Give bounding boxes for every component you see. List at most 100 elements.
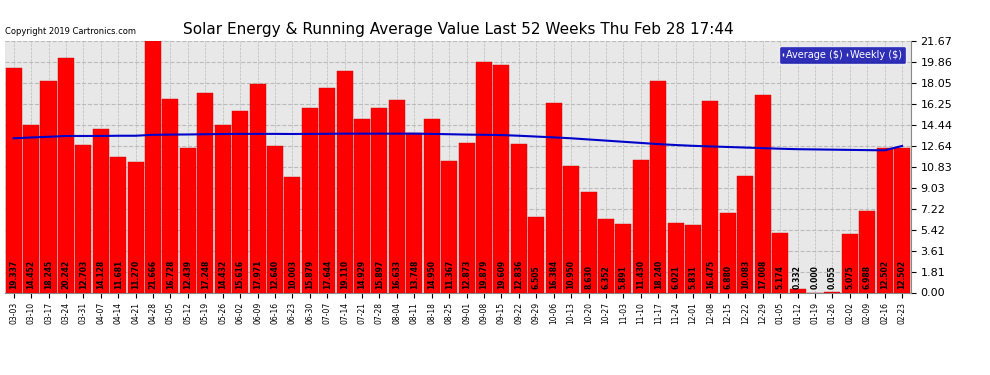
Bar	[616, 224, 632, 292]
Text: 6.988: 6.988	[862, 265, 872, 289]
Bar	[563, 165, 579, 292]
Bar	[511, 144, 527, 292]
Text: 6.505: 6.505	[532, 266, 541, 289]
Bar	[877, 147, 893, 292]
Text: 11.367: 11.367	[445, 260, 453, 289]
Text: 6.021: 6.021	[671, 265, 680, 289]
Bar	[859, 211, 875, 292]
Bar	[529, 217, 545, 292]
Text: 5.891: 5.891	[619, 265, 628, 289]
Bar	[598, 219, 614, 292]
Bar	[337, 71, 352, 292]
Text: 18.240: 18.240	[653, 260, 662, 289]
Text: 17.644: 17.644	[323, 260, 332, 289]
Bar	[180, 148, 196, 292]
Bar	[23, 125, 39, 292]
Bar	[128, 162, 144, 292]
Bar	[389, 100, 405, 292]
Bar	[842, 234, 858, 292]
Text: 14.432: 14.432	[218, 260, 227, 289]
Text: 11.681: 11.681	[114, 260, 123, 289]
Bar	[476, 62, 492, 292]
Bar	[424, 119, 440, 292]
Text: 5.174: 5.174	[775, 265, 785, 289]
Bar	[442, 161, 457, 292]
Text: 19.337: 19.337	[9, 260, 18, 289]
Text: 13.748: 13.748	[410, 260, 419, 289]
Text: 14.128: 14.128	[96, 260, 105, 289]
Text: 12.640: 12.640	[270, 260, 279, 289]
Text: 16.384: 16.384	[549, 260, 558, 289]
Bar	[302, 108, 318, 292]
Bar	[319, 88, 336, 292]
Text: 19.110: 19.110	[341, 260, 349, 289]
Bar	[6, 68, 22, 292]
Bar	[633, 160, 648, 292]
Text: 20.242: 20.242	[61, 260, 70, 289]
Text: 16.633: 16.633	[392, 260, 401, 289]
Legend: Average ($), Weekly ($): Average ($), Weekly ($)	[779, 46, 906, 64]
Text: 12.703: 12.703	[79, 260, 88, 289]
Text: 5.075: 5.075	[845, 265, 854, 289]
Text: 6.352: 6.352	[602, 265, 611, 289]
Text: 19.879: 19.879	[479, 260, 488, 289]
Text: 21.666: 21.666	[148, 260, 157, 289]
Text: 12.836: 12.836	[515, 260, 524, 289]
Text: 17.971: 17.971	[253, 260, 262, 289]
Bar	[75, 145, 91, 292]
Text: 14.452: 14.452	[27, 260, 36, 289]
Bar	[685, 225, 701, 292]
Bar	[371, 108, 387, 292]
Text: 15.616: 15.616	[236, 260, 245, 289]
Text: 15.897: 15.897	[375, 260, 384, 289]
Bar	[93, 129, 109, 292]
Bar	[650, 81, 666, 292]
Text: 6.880: 6.880	[724, 265, 733, 289]
Text: 16.475: 16.475	[706, 260, 715, 289]
Text: 14.950: 14.950	[428, 260, 437, 289]
Bar	[458, 143, 474, 292]
Bar	[249, 84, 265, 292]
Text: 12.439: 12.439	[183, 260, 192, 289]
Text: 11.430: 11.430	[637, 260, 645, 289]
Text: 17.008: 17.008	[758, 260, 767, 289]
Text: 17.248: 17.248	[201, 260, 210, 289]
Bar	[580, 192, 597, 292]
Text: 12.502: 12.502	[880, 260, 889, 289]
Bar	[232, 111, 248, 292]
Bar	[197, 93, 213, 292]
Bar	[354, 119, 370, 292]
Bar	[667, 223, 684, 292]
Text: 15.879: 15.879	[305, 260, 314, 289]
Bar	[703, 102, 719, 292]
Bar	[720, 213, 736, 292]
Text: 12.502: 12.502	[898, 260, 907, 289]
Bar	[57, 58, 74, 292]
Bar	[145, 41, 161, 292]
Text: 19.609: 19.609	[497, 260, 506, 289]
Bar	[545, 102, 561, 292]
Bar	[41, 81, 56, 292]
Text: 16.728: 16.728	[166, 260, 175, 289]
Bar	[493, 65, 510, 292]
Text: 11.270: 11.270	[131, 260, 141, 289]
Bar	[894, 147, 910, 292]
Text: 0.000: 0.000	[811, 265, 820, 289]
Text: 10.083: 10.083	[741, 260, 749, 289]
Text: 10.950: 10.950	[566, 260, 575, 289]
Text: 14.929: 14.929	[357, 260, 366, 289]
Bar	[162, 99, 178, 292]
Text: 12.873: 12.873	[462, 260, 471, 289]
Text: 10.003: 10.003	[288, 260, 297, 289]
Text: 8.630: 8.630	[584, 265, 593, 289]
Text: 5.831: 5.831	[689, 265, 698, 289]
Bar	[772, 232, 788, 292]
Bar	[406, 133, 423, 292]
Text: Copyright 2019 Cartronics.com: Copyright 2019 Cartronics.com	[5, 27, 136, 36]
Bar	[215, 125, 231, 292]
Bar	[738, 176, 753, 292]
Bar	[284, 177, 300, 292]
Bar	[754, 95, 771, 292]
Text: 18.245: 18.245	[44, 260, 53, 289]
Bar	[110, 157, 126, 292]
